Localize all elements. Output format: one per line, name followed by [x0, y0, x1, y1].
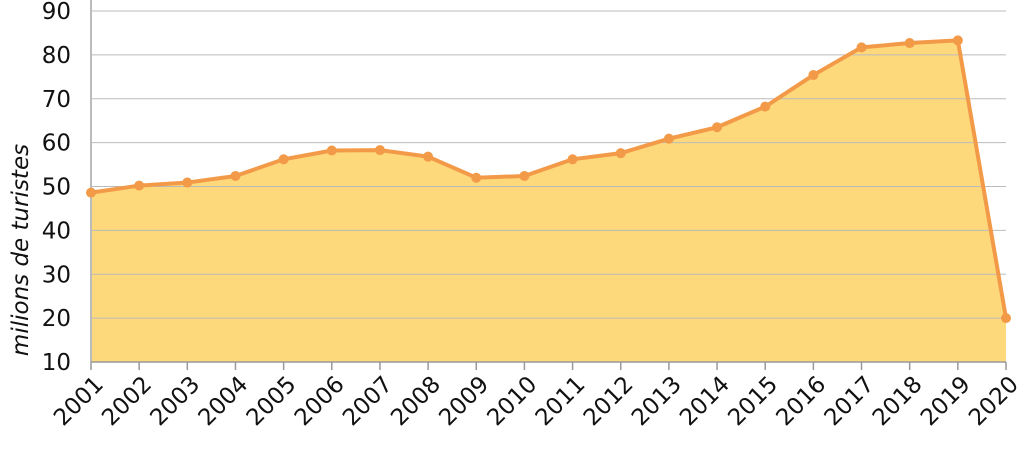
- x-tick-label: 2020: [964, 372, 1024, 432]
- y-tick-label: 50: [42, 175, 71, 201]
- point: [230, 170, 241, 181]
- point: [278, 154, 289, 165]
- point: [471, 172, 482, 183]
- x-tick-label: 2012: [579, 372, 639, 432]
- point: [182, 177, 193, 188]
- point: [856, 42, 867, 53]
- y-tick-label: 20: [42, 306, 71, 332]
- point: [615, 148, 626, 159]
- x-tick-label: 2017: [820, 372, 880, 432]
- x-tick-label: 2005: [242, 372, 302, 432]
- x-tick-label: 2015: [723, 372, 783, 432]
- x-tick-label: 2003: [145, 372, 205, 432]
- point: [374, 145, 385, 156]
- point: [423, 151, 434, 162]
- x-tick-label: 2011: [531, 372, 591, 432]
- y-tick-label: 80: [42, 43, 71, 69]
- point: [326, 145, 337, 156]
- y-tick-label: 90: [42, 0, 71, 25]
- point: [712, 122, 723, 133]
- y-tick-label: 30: [42, 262, 71, 288]
- point: [663, 133, 674, 144]
- x-tick-label: 2008: [386, 372, 446, 432]
- point: [567, 154, 578, 165]
- x-tick-label: 2018: [868, 372, 928, 432]
- y-tick-label: 60: [42, 131, 71, 157]
- y-tick-label: 70: [42, 87, 71, 113]
- line: [90, 38, 1008, 319]
- x-tick-label: 2001: [49, 372, 109, 432]
- x-tick-label: 2010: [483, 372, 543, 432]
- y-tick-label: 10: [42, 350, 71, 376]
- point: [1001, 313, 1011, 324]
- x-tick-label: 2016: [771, 372, 831, 432]
- point: [904, 38, 915, 49]
- point: [86, 187, 96, 198]
- y-axis-label: milions de turistes: [8, 144, 34, 356]
- point: [808, 70, 819, 81]
- point: [952, 35, 963, 46]
- x-tick-label: 2014: [675, 372, 735, 432]
- point: [519, 170, 530, 181]
- x-tick-label: 2007: [338, 372, 398, 432]
- x-tick-label: 2019: [916, 372, 976, 432]
- x-tick-label: 2006: [290, 372, 350, 432]
- point: [134, 180, 145, 191]
- x-tick-label: 2004: [194, 372, 254, 432]
- y-tick-label: 40: [42, 218, 71, 244]
- area: [91, 40, 1006, 363]
- x-tick-label: 2009: [434, 372, 494, 432]
- point: [760, 101, 771, 112]
- x-tick-label: 2013: [627, 372, 687, 432]
- x-tick-label: 2002: [97, 372, 157, 432]
